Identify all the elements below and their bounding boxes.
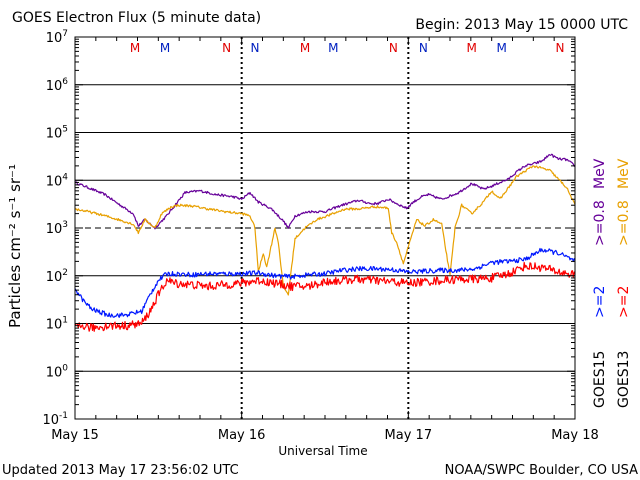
noon-marker-n: N bbox=[222, 41, 231, 55]
series-lines bbox=[74, 153, 576, 332]
y-tick-label: 107 bbox=[46, 29, 68, 46]
legend-goes13-label: GOES13 bbox=[616, 351, 632, 408]
noon-marker-m: M bbox=[300, 41, 310, 55]
legend-goes15-08mev: >=0.8 bbox=[592, 200, 608, 246]
noon-marker-m: M bbox=[466, 41, 476, 55]
y-tick-label: 105 bbox=[46, 125, 68, 142]
y-tick-label: 100 bbox=[46, 363, 69, 380]
y-tick-label: 103 bbox=[46, 220, 68, 237]
legend-goes15-2mev: >=2 bbox=[592, 286, 608, 318]
begin-date: Begin: 2013 May 15 0000 UTC bbox=[415, 17, 628, 33]
chart-title: GOES Electron Flux (5 minute data) bbox=[12, 10, 261, 26]
y-tick-label: 104 bbox=[46, 172, 69, 189]
y-tick-label: 10-1 bbox=[42, 411, 68, 428]
y-tick-labels: 107 106 105 104 103 102 101 100 10-1 bbox=[42, 29, 68, 428]
x-tick-labels: May 15 May 16 May 17 May 18 bbox=[51, 428, 599, 443]
y-tick-label: 106 bbox=[46, 77, 69, 94]
series-goes15-0-8-mev bbox=[74, 153, 576, 230]
noon-marker-m: M bbox=[328, 41, 338, 55]
x-axis-label: Universal Time bbox=[278, 444, 367, 458]
y-tick-label: 102 bbox=[46, 268, 68, 285]
legend-unit-goes15: MeV bbox=[592, 158, 608, 189]
y-tick-label: 101 bbox=[46, 316, 68, 333]
updated-timestamp: Updated 2013 May 17 23:56:02 UTC bbox=[2, 463, 239, 478]
legend: GOES15 GOES13 >=2 >=2 >=0.8 >=0.8 MeV Me… bbox=[592, 158, 632, 408]
legend-goes13-2mev: >=2 bbox=[616, 286, 632, 318]
gridlines bbox=[75, 37, 575, 419]
axes-frame bbox=[74, 36, 576, 420]
noon-marker-m: M bbox=[496, 41, 506, 55]
y-axis-label: Particles cm⁻² s⁻¹ sr⁻¹ bbox=[6, 164, 24, 328]
noon-marker-m: M bbox=[130, 41, 140, 55]
series-goes15-2-mev bbox=[74, 247, 576, 318]
x-tick-label: May 17 bbox=[385, 428, 433, 443]
x-tick-label: May 15 bbox=[51, 428, 99, 443]
noon-marker-n: N bbox=[251, 41, 260, 55]
legend-goes15-label: GOES15 bbox=[592, 351, 608, 408]
x-tick-label: May 16 bbox=[218, 428, 266, 443]
noon-marker-m: M bbox=[160, 41, 170, 55]
x-tick-label: May 18 bbox=[551, 428, 599, 443]
series-goes13-2-mev bbox=[74, 261, 576, 332]
noon-marker-n: N bbox=[419, 41, 428, 55]
noon-marker-n: N bbox=[389, 41, 398, 55]
legend-unit-goes13: MeV bbox=[616, 158, 632, 189]
legend-goes13-08mev: >=0.8 bbox=[616, 200, 632, 246]
credit: NOAA/SWPC Boulder, CO USA bbox=[445, 463, 638, 478]
noon-marker-n: N bbox=[556, 41, 565, 55]
series-goes13-0-8-mev bbox=[74, 165, 576, 296]
